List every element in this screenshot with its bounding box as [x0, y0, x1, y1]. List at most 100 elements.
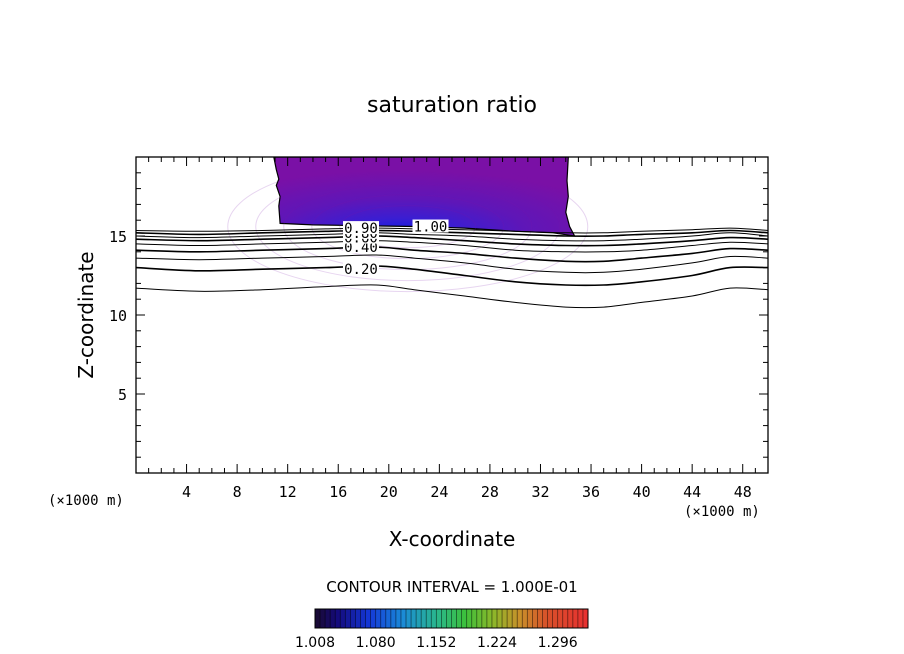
colorbar-cell	[537, 609, 543, 628]
colorbar-cell	[330, 609, 336, 628]
x-tick-label: 20	[380, 483, 398, 501]
colorbar-cell	[547, 609, 554, 628]
axis-ticks	[135, 156, 769, 474]
colorbar-tick-labels: 1.008 1.080 1.152 1.224 1.296	[295, 635, 578, 651]
colorbar-cell	[562, 609, 569, 628]
shading-bands	[227, 161, 589, 293]
colorbar-cell	[491, 609, 498, 628]
colorbar-tick-label: 1.224	[477, 635, 517, 651]
colorbar-cell	[436, 609, 442, 628]
contour-line	[136, 284, 768, 309]
shading-band	[255, 172, 561, 282]
colorbar-cell	[390, 609, 397, 628]
x-unit-right: (×1000 m)	[684, 504, 760, 520]
colorbar-cell	[385, 609, 392, 628]
contour-label: 0.20	[344, 262, 378, 278]
shading-band	[311, 194, 505, 260]
colorbar-cell	[527, 609, 533, 628]
colorbar	[314, 608, 589, 629]
contour-label: 1.00	[414, 220, 448, 236]
colorbar-cell	[426, 609, 432, 628]
colorbar-cell	[476, 609, 483, 628]
colorbar-tick-label: 1.008	[295, 635, 335, 651]
colorbar-cell	[502, 609, 508, 628]
colorbar-cell	[446, 609, 452, 628]
x-tick-label: 48	[734, 483, 752, 501]
colorbar-cell	[315, 609, 321, 628]
y-tick-label: 15	[109, 228, 127, 246]
contour-line	[136, 235, 768, 247]
y-tick-labels: 5 10 15	[109, 228, 127, 404]
contour-label-bg	[412, 219, 449, 233]
x-axis-label: X-coordinate	[389, 527, 516, 551]
colorbar-cell	[522, 609, 528, 628]
contour-label-bg	[342, 221, 379, 235]
x-tick-label: 8	[233, 483, 242, 501]
colorbar-cell	[365, 609, 372, 628]
colorbar-cell	[320, 609, 326, 628]
x-tick-label: 24	[430, 483, 448, 501]
colorbar-cell	[406, 609, 412, 628]
colorbar-cell	[512, 609, 518, 628]
x-tick-label: 16	[329, 483, 347, 501]
chart-title: saturation ratio	[367, 93, 537, 118]
colorbar-cell	[441, 609, 447, 628]
colorbar-cell	[355, 609, 361, 628]
contour-line	[136, 240, 768, 253]
colorbar-cell	[461, 609, 468, 628]
colorbar-frame	[314, 608, 589, 629]
contour-lines	[136, 227, 768, 309]
colorbar-cell	[572, 609, 579, 628]
colorbar-cell	[345, 609, 351, 628]
colorbar-cell	[557, 609, 564, 628]
colorbar-cell	[517, 609, 523, 628]
colorbar-cell	[456, 609, 463, 628]
colorbar-cell	[451, 609, 458, 628]
colorbar-cell	[335, 609, 341, 628]
colorbar-cell	[340, 609, 346, 628]
colorbar-cell	[421, 609, 427, 628]
colorbar-cell	[471, 609, 478, 628]
colorbar-cell	[542, 609, 549, 628]
colorbar-cell	[375, 609, 382, 628]
x-tick-label: 44	[683, 483, 701, 501]
contour-label: 0.40	[344, 240, 378, 256]
contour-line	[136, 232, 768, 242]
colorbar-cell	[552, 609, 559, 628]
colorbar-cell	[411, 609, 417, 628]
y-tick-label: 10	[109, 307, 127, 325]
colorbar-cell	[350, 609, 356, 628]
colorbar-cell	[360, 609, 367, 628]
colorbar-cell	[532, 609, 538, 628]
contour-line	[136, 227, 768, 234]
colorbar-cell	[395, 609, 402, 628]
colorbar-tick-label: 1.080	[356, 635, 396, 651]
x-tick-label: 36	[582, 483, 600, 501]
shading-band	[283, 183, 533, 271]
colorbar-cell	[370, 609, 377, 628]
colorbar-cell	[466, 609, 473, 628]
colorbar-cell	[400, 609, 407, 628]
x-tick-labels: 4 8 12 16 20 24 28 32 36 40 44 48	[182, 483, 752, 501]
colorbar-tick-label: 1.296	[538, 635, 578, 651]
colorbar-tick-label: 1.152	[416, 635, 456, 651]
x-unit-left: (×1000 m)	[48, 493, 124, 509]
contour-labels: 0.200.400.600.800.901.00	[342, 219, 449, 278]
colorbar-cell	[507, 609, 513, 628]
colorbar-cell	[416, 609, 422, 628]
shaded-region	[227, 157, 589, 293]
contour-line	[136, 254, 768, 274]
contour-label: 0.90	[344, 221, 378, 237]
y-tick-label: 5	[118, 386, 127, 404]
colorbar-cell	[497, 609, 503, 628]
y-axis-label: Z-coordinate	[74, 251, 98, 378]
contour-line	[136, 265, 768, 287]
x-tick-label: 12	[279, 483, 297, 501]
x-tick-label: 32	[531, 483, 549, 501]
contour-line	[136, 229, 768, 238]
colorbar-cell	[481, 609, 488, 628]
x-tick-label: 40	[633, 483, 651, 501]
contour-line	[136, 246, 768, 263]
x-tick-label: 28	[481, 483, 499, 501]
